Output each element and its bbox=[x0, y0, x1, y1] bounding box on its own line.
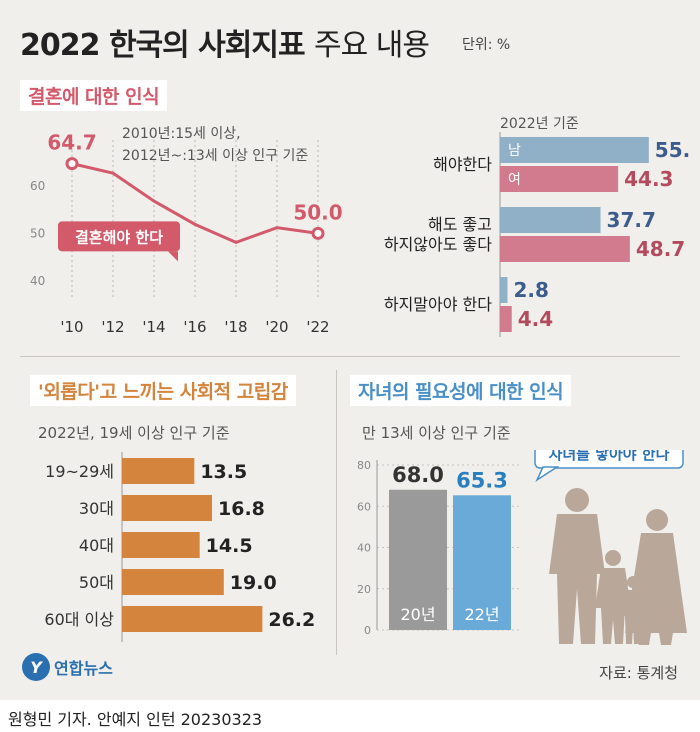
isolation-section-title: '외롭다'고 느끼는 사회적 고립감 bbox=[30, 375, 296, 406]
y-tick-label: 60 bbox=[30, 179, 45, 193]
data-label: 65.3 bbox=[456, 468, 508, 492]
bar-isolation bbox=[122, 458, 195, 484]
bar-female bbox=[500, 236, 630, 262]
family-child1-body bbox=[595, 568, 631, 644]
data-point bbox=[311, 226, 325, 240]
bar-isolation bbox=[122, 495, 212, 521]
unit-label: 단위: % bbox=[462, 37, 511, 53]
speech-bubble-box bbox=[534, 450, 684, 469]
x-tick-label: '10 bbox=[60, 318, 83, 336]
data-label: 37.7 bbox=[607, 208, 656, 232]
data-label: 44.3 bbox=[624, 167, 673, 191]
data-label: 2.8 bbox=[513, 278, 548, 302]
credit-line: 원형민 기자. 안예지 인턴 20230323 bbox=[8, 710, 263, 729]
isolation-bar-chart: 19~29세 13.5 30대 16.8 40대 14.5 50대 19.0 60대 이상 26.… bbox=[44, 452, 315, 642]
data-label: 68.0 bbox=[392, 463, 444, 487]
category-label: 하지않아도 좋다 bbox=[384, 235, 492, 254]
infographic-card: 2022 한국의 사회지표 주요 내용 단위: % 결혼에 대한 인식 2010… bbox=[0, 0, 700, 700]
data-label: 14.5 bbox=[206, 535, 253, 557]
family-child2-body bbox=[621, 590, 645, 644]
category-label: 22년 bbox=[464, 605, 499, 624]
speech-bubble-tail bbox=[535, 466, 560, 483]
marriage-note-line1: 2010년:15세 이상, bbox=[122, 126, 241, 142]
bar-isolation bbox=[122, 532, 200, 558]
marriage-note-line2: 2012년~:13세 이상 인구 기준 bbox=[122, 148, 309, 164]
bar-male bbox=[500, 277, 508, 303]
category-label: 19~29세 bbox=[45, 462, 114, 481]
marriage-line-chart: '10 '12 '14 '16 '18 '20 '22 40 50 60 64.7 50.0 결혼해야 … bbox=[30, 131, 343, 336]
family-mother-head bbox=[646, 509, 668, 531]
x-tick-label: '20 bbox=[265, 318, 288, 336]
x-tick-label: '22 bbox=[306, 318, 329, 336]
bar-isolation bbox=[122, 606, 263, 632]
y-tick-label: 40 bbox=[357, 542, 371, 555]
legend-label-male: 남 bbox=[508, 143, 521, 159]
bar-isolation bbox=[122, 569, 224, 595]
bar-children bbox=[453, 495, 511, 630]
children-bar-chart: 0 20 40 60 80 68.0 20년 65.3 22년 자녀를 낳아야 한다 bbox=[357, 450, 687, 645]
category-label: 해도 좋고 bbox=[428, 215, 492, 234]
section-divider-horizontal bbox=[20, 356, 680, 357]
category-label: 하지말아야 한다 bbox=[384, 295, 492, 314]
children-note: 만 13세 이상 인구 기준 bbox=[362, 424, 511, 442]
source-label: 자료: 통계청 bbox=[599, 664, 678, 682]
y-tick-label: 80 bbox=[357, 459, 371, 472]
family-child1-head bbox=[605, 550, 621, 566]
family-child2-head bbox=[627, 576, 639, 588]
family-father-head bbox=[565, 488, 589, 512]
speech-bubble-label: 자녀를 낳아야 한다 bbox=[549, 450, 670, 463]
section-divider-vertical bbox=[336, 370, 337, 655]
yonhap-logo: Y 연합뉴스 bbox=[22, 652, 113, 682]
x-tick-label: '12 bbox=[101, 318, 124, 336]
attitude-note: 2022년 기준 bbox=[500, 116, 579, 132]
x-tick-label: '16 bbox=[183, 318, 206, 336]
category-label: 30대 bbox=[79, 499, 114, 518]
category-label: 60대 이상 bbox=[44, 610, 114, 629]
isolation-note: 2022년, 19세 이상 인구 기준 bbox=[38, 424, 230, 442]
category-label: 20년 bbox=[400, 605, 435, 624]
series-badge-box bbox=[58, 221, 180, 252]
y-tick-label: 20 bbox=[357, 583, 371, 596]
data-label: 4.4 bbox=[518, 307, 553, 331]
category-label: 50대 bbox=[79, 573, 114, 592]
yonhap-logo-text: 연합뉴스 bbox=[54, 659, 113, 678]
page-title-light: 주요 내용 bbox=[314, 28, 430, 63]
bar-male bbox=[500, 207, 601, 233]
marriage-section-title: 결혼에 대한 인식 bbox=[20, 80, 168, 111]
series-badge-tail bbox=[168, 251, 178, 262]
data-label: 55.8 bbox=[655, 138, 690, 162]
y-tick-label: 0 bbox=[364, 624, 371, 637]
bar-children bbox=[389, 489, 447, 630]
data-label-2010: 64.7 bbox=[47, 131, 96, 155]
legend-label-female: 여 bbox=[508, 172, 521, 188]
category-label: 해야한다 bbox=[433, 155, 492, 174]
data-label: 26.2 bbox=[268, 609, 315, 631]
family-father-body bbox=[549, 514, 605, 644]
page-title: 2022 한국의 사회지표 주요 내용 bbox=[20, 20, 430, 64]
data-point bbox=[65, 157, 79, 171]
data-label: 16.8 bbox=[218, 498, 265, 520]
bar-female bbox=[500, 306, 512, 332]
data-label-2022: 50.0 bbox=[293, 200, 342, 224]
category-label: 40대 bbox=[79, 536, 114, 555]
y-tick-label: 40 bbox=[30, 274, 45, 288]
data-label: 48.7 bbox=[636, 237, 685, 261]
x-tick-label: '14 bbox=[142, 318, 165, 336]
page-title-bold: 2022 한국의 사회지표 bbox=[20, 28, 306, 63]
bar-female bbox=[500, 166, 619, 192]
children-section-title: 자녀의 필요성에 대한 인식 bbox=[350, 375, 572, 406]
data-label: 13.5 bbox=[200, 461, 247, 483]
yonhap-logo-icon: Y bbox=[22, 653, 50, 681]
y-tick-label: 50 bbox=[30, 226, 45, 240]
data-label: 19.0 bbox=[230, 572, 277, 594]
series-badge-label: 결혼해야 한다 bbox=[75, 228, 163, 246]
bar-male bbox=[500, 137, 649, 163]
series-line-marriage bbox=[71, 162, 319, 244]
x-tick-label: '18 bbox=[224, 318, 247, 336]
y-tick-label: 60 bbox=[357, 500, 371, 513]
